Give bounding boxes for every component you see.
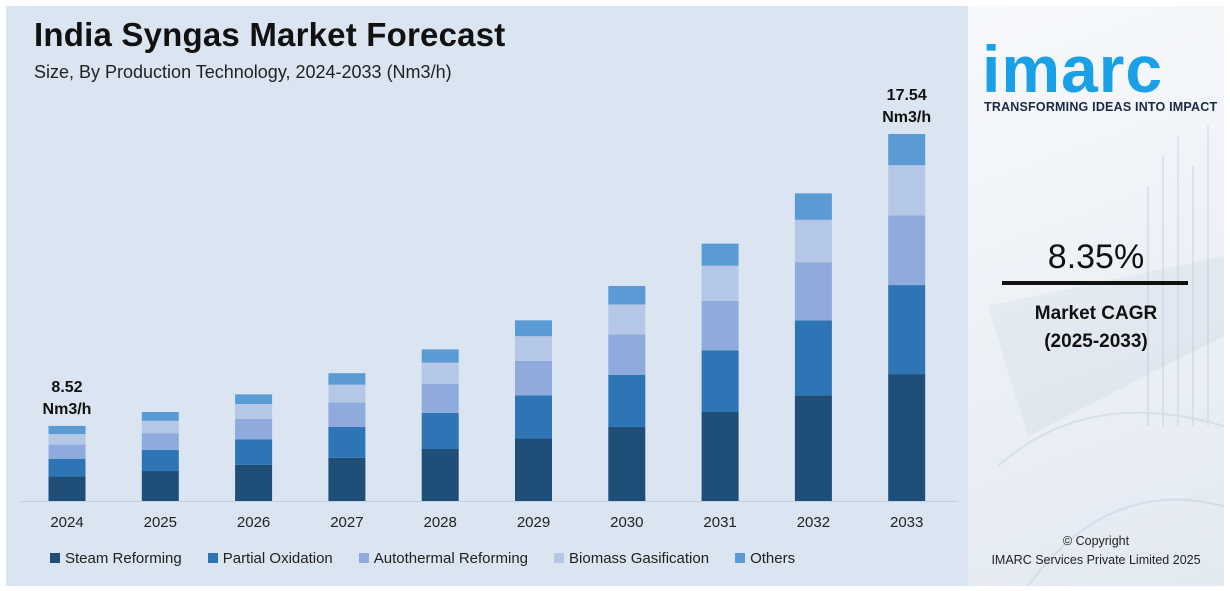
legend-label: Biomass Gasification <box>569 549 710 567</box>
legend-item: Autothermal Reforming <box>358 549 529 567</box>
bar-segment-2027-1 <box>328 426 366 458</box>
bar-segment-2027-4 <box>328 373 366 385</box>
bar-segment-2032-3 <box>794 219 832 263</box>
cagr-label-line2: (2025-2033) <box>1044 331 1148 352</box>
bar-segment-2027-0 <box>328 457 366 501</box>
x-tick-label: 2029 <box>517 514 550 531</box>
bar-segment-2033-0 <box>888 374 926 501</box>
bar-segment-2028-4 <box>421 349 459 363</box>
x-tick-label: 2027 <box>330 514 363 531</box>
copyright-line1: © Copyright <box>1062 534 1130 548</box>
bar-segment-2032-2 <box>794 262 832 321</box>
bar-segment-2029-3 <box>515 336 552 361</box>
bar-segment-2033-4 <box>888 134 926 166</box>
x-tick-label: 2033 <box>890 514 923 531</box>
bar-segment-2031-1 <box>701 350 739 412</box>
cagr-divider <box>1002 281 1188 285</box>
bar-segment-2033-3 <box>888 165 926 216</box>
x-tick-label: 2032 <box>797 514 830 531</box>
bar-segment-2024-1 <box>48 458 86 477</box>
cagr-value: 8.35% <box>1047 238 1145 276</box>
bar-segment-2026-2 <box>235 419 273 440</box>
bar-segment-2028-3 <box>421 362 459 384</box>
legend-swatch <box>207 553 218 563</box>
legend-item: Others <box>735 549 795 567</box>
bar-segment-2028-1 <box>421 412 459 449</box>
legend-item: Biomass Gasification <box>554 549 709 567</box>
bar-total-label: 17.54 Nm3/h <box>882 87 931 126</box>
legend-label: Partial Oxidation <box>222 549 333 567</box>
bar-segment-2026-0 <box>235 464 273 501</box>
bar-segment-2030-4 <box>608 285 646 305</box>
bar-segment-2024-4 <box>48 425 86 435</box>
bar-segment-2026-3 <box>235 404 273 420</box>
legend-label: Others <box>750 549 796 567</box>
bar-segment-2025-1 <box>141 449 179 472</box>
bar-segment-2027-2 <box>328 402 366 427</box>
logo-tagline: TRANSFORMING IDEAS INTO IMPACT <box>984 100 1218 114</box>
bar-segment-2024-3 <box>48 434 86 445</box>
legend-swatch <box>554 553 565 563</box>
cagr-label-line1: Market CAGR <box>1034 303 1158 324</box>
bar-segment-2030-3 <box>608 304 646 335</box>
bar-segment-2027-3 <box>328 384 366 403</box>
copyright: © Copyright IMARC Services Private Limit… <box>968 532 1224 570</box>
bar-segment-2029-2 <box>515 360 552 396</box>
bar-segment-2030-2 <box>608 334 646 375</box>
bar-segment-2025-2 <box>141 433 179 450</box>
legend-item: Steam Reforming <box>50 549 182 567</box>
bar-segment-2030-1 <box>608 374 646 427</box>
bar-segment-2032-4 <box>794 193 832 220</box>
bar-segment-2032-0 <box>794 395 832 501</box>
chart-subtitle: Size, By Production Technology, 2024-203… <box>34 62 452 82</box>
x-tick-label: 2031 <box>703 514 736 531</box>
bar-segment-2028-0 <box>421 448 459 501</box>
x-tick-label: 2030 <box>610 514 643 531</box>
bar-segment-2024-2 <box>48 444 86 459</box>
bar-segment-2033-1 <box>888 285 926 375</box>
chart-legend: Steam Reforming Partial Oxidation Autother… <box>50 549 821 567</box>
x-tick-label: 2028 <box>424 514 457 531</box>
x-tick-label: 2025 <box>144 514 177 531</box>
bar-segment-2032-1 <box>794 320 832 396</box>
legend-swatch <box>50 553 60 563</box>
bar-segment-2031-0 <box>701 411 739 501</box>
bar-segment-2025-3 <box>141 420 179 434</box>
bar-segment-2029-0 <box>515 438 552 501</box>
imarc-logo: imarc <box>982 32 1164 106</box>
cagr-label: Market CAGR (2025-2033) <box>968 300 1224 356</box>
bar-segment-2025-4 <box>141 411 179 421</box>
legend-item: Partial Oxidation <box>207 549 333 567</box>
bar-segment-2031-4 <box>701 243 739 266</box>
legend-swatch <box>735 553 746 563</box>
bar-segment-2033-2 <box>888 215 926 286</box>
copyright-line2: IMARC Services Private Limited 2025 <box>991 553 1201 567</box>
bar-segment-2029-1 <box>515 395 552 439</box>
bar-segment-2026-4 <box>235 394 273 405</box>
x-tick-label: 2026 <box>237 514 270 531</box>
legend-swatch <box>358 553 369 563</box>
bar-segment-2025-0 <box>141 471 179 501</box>
chart-title: India Syngas Market Forecast <box>34 16 506 53</box>
bar-segment-2031-3 <box>701 265 739 301</box>
chart-plot: 2024 2025 2026 2027 2028 2029 2030 2031 2032 2033… <box>20 87 958 531</box>
bar-total-label: 8.52 Nm3/h <box>43 379 92 418</box>
bar-segment-2029-4 <box>515 320 552 337</box>
bar-segment-2031-2 <box>701 300 739 351</box>
x-tick-label: 2024 <box>50 514 83 531</box>
bar-segment-2028-2 <box>421 383 459 413</box>
side-panel: imarc TRANSFORMING IDEAS INTO IMPACT 8.3… <box>968 6 1224 586</box>
legend-label: Steam Reforming <box>65 549 182 567</box>
legend-label: Autothermal Reforming <box>373 549 529 567</box>
bar-segment-2026-1 <box>235 439 273 465</box>
bar-segment-2024-0 <box>48 476 86 501</box>
bar-segment-2030-0 <box>608 426 646 501</box>
